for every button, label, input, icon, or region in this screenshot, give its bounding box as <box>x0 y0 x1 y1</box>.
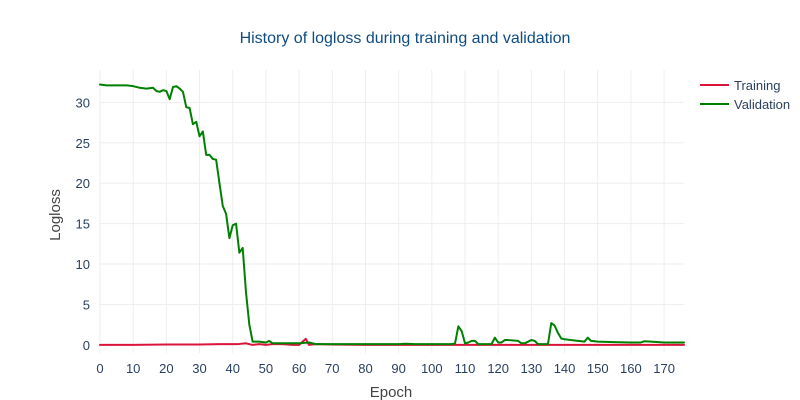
x-tick-label: 90 <box>391 361 405 376</box>
x-tick-label: 40 <box>225 361 239 376</box>
y-tick-label: 5 <box>83 297 90 312</box>
x-tick-label: 20 <box>159 361 173 376</box>
x-tick-label: 140 <box>554 361 576 376</box>
x-tick-label: 0 <box>96 361 103 376</box>
y-tick-label: 10 <box>76 257 90 272</box>
y-axis-title: Logloss <box>47 189 64 241</box>
x-tick-label: 80 <box>358 361 372 376</box>
x-axis-ticks: 0 10 20 30 40 50 60 70 80 90 100 110 120 130 140 150 160… <box>96 361 675 376</box>
x-tick-label: 30 <box>192 361 206 376</box>
series-layer <box>99 83 685 346</box>
chart-title: History of logloss during training and v… <box>240 30 571 47</box>
validation-series-line <box>99 83 685 346</box>
x-tick-label: 160 <box>620 361 642 376</box>
legend-label-validation: Validation <box>734 97 790 112</box>
x-tick-label: 50 <box>259 361 273 376</box>
x-tick-label: 100 <box>421 361 443 376</box>
x-tick-label: 170 <box>653 361 675 376</box>
x-tick-label: 70 <box>325 361 339 376</box>
grid-layer <box>99 70 684 353</box>
x-axis-title: Epoch <box>370 384 413 400</box>
y-axis-ticks: 0 5 10 15 20 25 30 <box>76 95 90 353</box>
x-tick-label: 10 <box>126 361 140 376</box>
y-tick-label: 0 <box>83 338 90 353</box>
y-tick-label: 30 <box>76 95 90 110</box>
x-tick-label: 120 <box>487 361 509 376</box>
x-tick-label: 60 <box>292 361 306 376</box>
x-tick-label: 150 <box>587 361 609 376</box>
y-tick-label: 15 <box>76 217 90 232</box>
y-tick-label: 20 <box>76 176 90 191</box>
training-series-line <box>99 337 685 346</box>
x-tick-label: 110 <box>455 361 476 376</box>
y-tick-label: 25 <box>76 136 90 151</box>
x-tick-label: 130 <box>521 361 543 376</box>
legend-label-training: Training <box>734 78 780 93</box>
legend: Training Validation <box>700 78 790 112</box>
